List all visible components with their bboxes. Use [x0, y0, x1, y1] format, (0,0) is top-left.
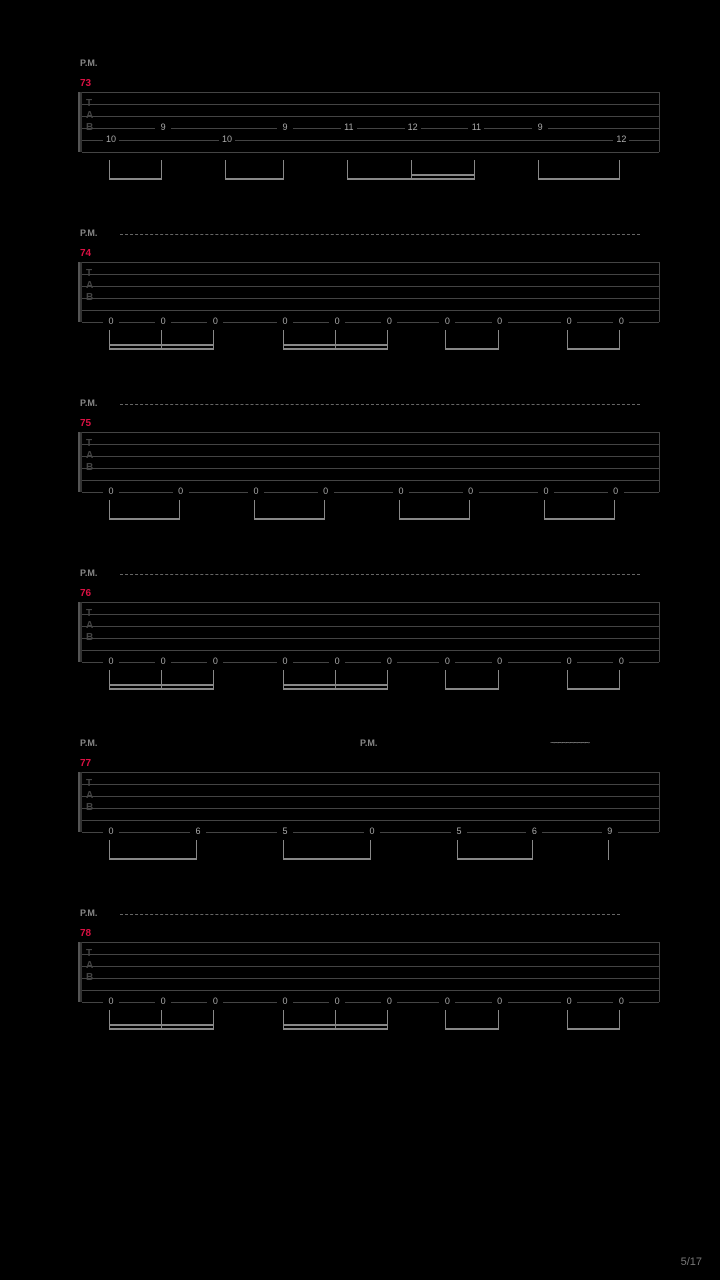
rhythm-stems — [80, 840, 660, 866]
tab-clef: TAB — [86, 778, 93, 814]
measure-number: 78 — [80, 928, 91, 939]
fret-number: 0 — [103, 316, 119, 326]
vibrato-mark: ~~~~~~~~~~ — [550, 738, 588, 749]
tab-clef: TAB — [86, 948, 93, 984]
pm-label: P.M. — [80, 738, 97, 748]
measure-78: P.M.78TAB0000000000 — [80, 942, 660, 1002]
fret-number: 0 — [439, 656, 455, 666]
fret-number: 0 — [561, 656, 577, 666]
pm-dash — [120, 574, 640, 575]
tab-clef: TAB — [86, 268, 93, 304]
fret-number: 5 — [277, 826, 293, 836]
measure-77: P.M.P.M.~~~~~~~~~~77TAB0650569 — [80, 772, 660, 832]
tab-staff: TAB00000000 — [80, 432, 660, 492]
fret-number: 0 — [318, 486, 334, 496]
fret-number: 0 — [103, 826, 119, 836]
fret-number: 0 — [381, 316, 397, 326]
fret-number: 0 — [329, 996, 345, 1006]
measure-73: P.M.73TAB109109111211912 — [80, 92, 660, 152]
fret-number: 0 — [277, 656, 293, 666]
fret-number: 12 — [405, 122, 421, 132]
fret-number: 0 — [277, 996, 293, 1006]
fret-number: 0 — [207, 996, 223, 1006]
fret-number: 0 — [381, 996, 397, 1006]
fret-number: 9 — [277, 122, 293, 132]
fret-number: 0 — [492, 656, 508, 666]
rhythm-stems — [80, 1010, 660, 1036]
fret-number: 0 — [561, 996, 577, 1006]
fret-number: 0 — [207, 656, 223, 666]
fret-number: 0 — [439, 316, 455, 326]
fret-number: 0 — [613, 996, 629, 1006]
fret-number: 0 — [381, 656, 397, 666]
fret-number: 0 — [439, 996, 455, 1006]
fret-number: 0 — [463, 486, 479, 496]
tab-staff: TAB0000000000 — [80, 602, 660, 662]
measure-number: 77 — [80, 758, 91, 769]
pm-label: P.M. — [80, 228, 97, 238]
fret-number: 0 — [103, 486, 119, 496]
fret-number: 0 — [329, 316, 345, 326]
measure-number: 76 — [80, 588, 91, 599]
tab-staff: TAB0000000000 — [80, 262, 660, 322]
measure-number: 74 — [80, 248, 91, 259]
fret-number: 6 — [190, 826, 206, 836]
rhythm-stems — [80, 330, 660, 356]
fret-number: 0 — [248, 486, 264, 496]
fret-number: 12 — [613, 134, 629, 144]
fret-number: 0 — [155, 316, 171, 326]
fret-number: 0 — [329, 656, 345, 666]
tab-staff: TAB0650569 — [80, 772, 660, 832]
fret-number: 9 — [532, 122, 548, 132]
fret-number: 9 — [602, 826, 618, 836]
tab-clef: TAB — [86, 608, 93, 644]
pm-label: P.M. — [80, 58, 97, 68]
tab-staff: TAB 10 9 10 9 11 12 11 9 12 — [80, 92, 660, 152]
measure-76: P.M.76TAB0000000000 — [80, 602, 660, 662]
fret-number: 0 — [155, 996, 171, 1006]
rhythm-stems — [80, 160, 660, 186]
fret-number: 0 — [207, 316, 223, 326]
fret-number: 0 — [103, 656, 119, 666]
fret-number: 0 — [277, 316, 293, 326]
fret-number: 0 — [155, 656, 171, 666]
pm-label: P.M. — [80, 568, 97, 578]
fret-number: 6 — [526, 826, 542, 836]
measure-75: P.M.75TAB00000000 — [80, 432, 660, 492]
fret-number: 0 — [492, 996, 508, 1006]
tab-clef: TAB — [86, 438, 93, 474]
pm-dash — [120, 404, 640, 405]
tab-staff: TAB0000000000 — [80, 942, 660, 1002]
measure-number: 73 — [80, 78, 91, 89]
measure-74: P.M.74TAB0000000000 — [80, 262, 660, 322]
rhythm-stems — [80, 500, 660, 526]
fret-number: 11 — [468, 122, 484, 132]
fret-number: 0 — [561, 316, 577, 326]
fret-number: 10 — [219, 134, 235, 144]
fret-number: 0 — [103, 996, 119, 1006]
fret-number: 0 — [613, 316, 629, 326]
fret-number: 10 — [103, 134, 119, 144]
pm-label: P.M. — [80, 398, 97, 408]
pm-label: P.M. — [360, 738, 377, 748]
page-number: 5/17 — [681, 1256, 702, 1268]
fret-number: 0 — [538, 486, 554, 496]
fret-number: 0 — [173, 486, 189, 496]
fret-number: 9 — [155, 122, 171, 132]
pm-dash — [120, 234, 640, 235]
pm-dash — [120, 914, 620, 915]
tab-clef: TAB — [86, 98, 93, 134]
fret-number: 0 — [608, 486, 624, 496]
fret-number: 11 — [341, 122, 357, 132]
fret-number: 0 — [492, 316, 508, 326]
fret-number: 0 — [613, 656, 629, 666]
fret-number: 0 — [393, 486, 409, 496]
pm-label: P.M. — [80, 908, 97, 918]
measure-number: 75 — [80, 418, 91, 429]
fret-number: 5 — [451, 826, 467, 836]
fret-number: 0 — [364, 826, 380, 836]
rhythm-stems — [80, 670, 660, 696]
